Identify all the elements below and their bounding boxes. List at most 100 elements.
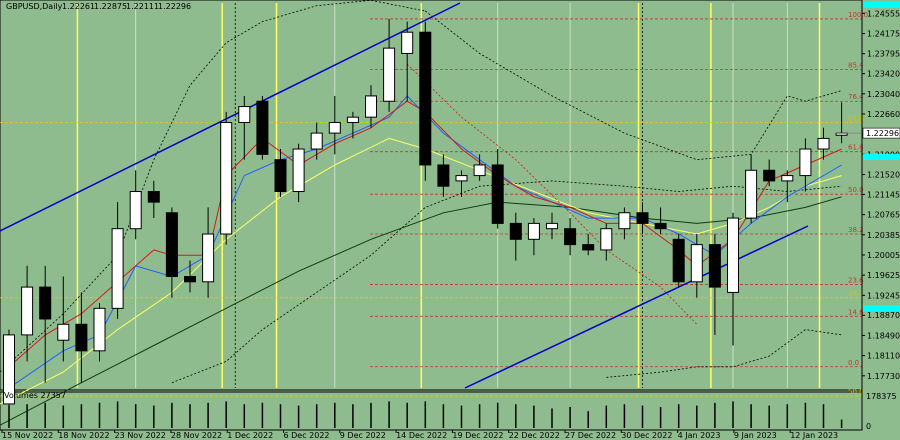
candle-6[interactable] <box>111 228 124 309</box>
candle-33[interactable] <box>600 228 613 251</box>
candle-37[interactable] <box>672 238 685 283</box>
fibo-yellow-label-2: 50.0 <box>848 388 864 396</box>
candle-10[interactable] <box>184 275 196 283</box>
candle-22[interactable] <box>401 31 414 54</box>
candle-9[interactable] <box>165 212 178 277</box>
price-tick-label-12: 1.20005 <box>867 251 900 260</box>
axis-highlight-mid <box>863 154 900 160</box>
bollinger-upper-2 <box>425 10 842 161</box>
bollinger-lower <box>606 329 842 378</box>
candle-26[interactable] <box>473 164 486 177</box>
candle-25[interactable] <box>455 175 468 182</box>
candle-24[interactable] <box>437 164 450 187</box>
x-axis-label-5: 6 Dec 2022 <box>284 431 330 440</box>
price-tick-label-18: 1.17730 <box>867 372 900 381</box>
price-tick-label-10: 1.20765 <box>867 211 900 220</box>
candle-0[interactable] <box>3 334 15 405</box>
candle-5[interactable] <box>93 307 106 352</box>
x-axis-label-9: 22 Dec 2022 <box>509 431 560 440</box>
x-axis-label-7: 14 Dec 2022 <box>396 431 447 440</box>
x-axis-label-3: 28 Nov 2022 <box>171 431 222 440</box>
x-axis-label-13: 9 Jan 2023 <box>734 431 777 440</box>
fibo-label-0: 100.0 <box>848 11 868 19</box>
candle-11[interactable] <box>202 233 215 283</box>
candle-28[interactable] <box>509 222 522 240</box>
axis-highlight-low <box>863 305 900 312</box>
candle-39[interactable] <box>708 244 721 288</box>
fibo-label-8: 0.0 <box>848 359 859 367</box>
candle-41[interactable] <box>745 169 758 219</box>
price-tick-label-14: 1.19245 <box>867 291 900 300</box>
candle-40[interactable] <box>727 217 739 293</box>
price-tick-label-9: 1.21145 <box>867 190 900 199</box>
candle-14[interactable] <box>256 100 269 155</box>
fibo-yellow-label-1: 38.2 <box>848 290 864 298</box>
x-axis-label-0: 15 Nov 2022 <box>2 431 53 440</box>
candle-17[interactable] <box>310 132 323 150</box>
x-axis-label-1: 18 Nov 2022 <box>58 431 109 440</box>
price-tick-label-8: 1.21520 <box>867 171 900 180</box>
candle-15[interactable] <box>274 159 287 193</box>
fibo-label-5: 38.2 <box>848 226 864 234</box>
candle-27[interactable] <box>491 164 504 224</box>
price-tick-label-0: 1.24555 <box>867 9 900 18</box>
fibo-label-4: 50.0 <box>848 186 864 194</box>
candle-30[interactable] <box>546 222 558 230</box>
price-tick-label-17: 1.18110 <box>867 352 900 361</box>
price-tick-label-4: 1.23040 <box>867 90 900 99</box>
x-axis-label-2: 23 Nov 2022 <box>115 431 166 440</box>
x-axis-label-10: 27 Dec 2022 <box>565 431 616 440</box>
candle-4[interactable] <box>75 323 88 352</box>
candle-29[interactable] <box>527 222 540 240</box>
x-axis-label-4: 1 Dec 2022 <box>227 431 273 440</box>
x-axis-label-6: 9 Dec 2022 <box>340 431 386 440</box>
bollinger-middle <box>171 180 842 384</box>
candle-21[interactable] <box>383 47 396 102</box>
price-tick-label-1: 1.24175 <box>867 30 900 39</box>
fibo-label-6: 23.6 <box>848 276 864 284</box>
volume-pane <box>0 391 863 431</box>
candle-19[interactable] <box>346 116 359 123</box>
candle-31[interactable] <box>564 228 577 246</box>
candle-7[interactable] <box>129 191 142 230</box>
candle-2[interactable] <box>39 286 52 320</box>
fibo-label-7: 14.6 <box>848 308 864 316</box>
candle-34[interactable] <box>618 212 631 230</box>
upper-channel-line[interactable] <box>0 2 461 232</box>
fibo-label-1: 85.4 <box>848 61 864 69</box>
candle-3[interactable] <box>57 323 70 341</box>
price-tick-label-2: 1.23795 <box>867 50 900 59</box>
candle-44[interactable] <box>799 148 812 177</box>
price-tick-label-16: 1.18490 <box>867 331 900 340</box>
bollinger-upper-1 <box>0 0 426 373</box>
candle-20[interactable] <box>365 95 377 118</box>
ma-yellow <box>0 137 842 405</box>
current-price-label: 1.22296 <box>866 129 899 138</box>
candle-35[interactable] <box>636 212 649 224</box>
axis-highlight-top <box>863 1 900 8</box>
x-axis-label-12: 4 Jan 2023 <box>678 431 721 440</box>
price-tick-label-11: 1.20385 <box>867 231 900 240</box>
candle-32[interactable] <box>582 244 595 251</box>
candle-13[interactable] <box>238 106 251 123</box>
candle-46[interactable] <box>835 132 848 136</box>
candle-1[interactable] <box>21 286 34 336</box>
candle-16[interactable] <box>292 148 305 193</box>
candle-38[interactable] <box>690 244 703 283</box>
candle-18[interactable] <box>328 121 341 134</box>
lower-channel-line[interactable] <box>464 225 809 389</box>
fibo-label-3: 61.8 <box>848 144 864 152</box>
candle-23[interactable] <box>419 31 432 166</box>
fibo-trend-line <box>406 63 698 325</box>
fibo-label-2: 76.4 <box>848 93 864 101</box>
candle-45[interactable] <box>817 137 830 150</box>
price-tick-label-5: 1.22660 <box>867 110 900 119</box>
candle-42[interactable] <box>763 169 776 182</box>
candle-36[interactable] <box>654 222 667 230</box>
candle-12[interactable] <box>220 121 233 235</box>
candle-8[interactable] <box>147 191 160 203</box>
candle-43[interactable] <box>781 175 794 182</box>
fibo-yellow-label-0: 61.8 <box>848 114 864 122</box>
